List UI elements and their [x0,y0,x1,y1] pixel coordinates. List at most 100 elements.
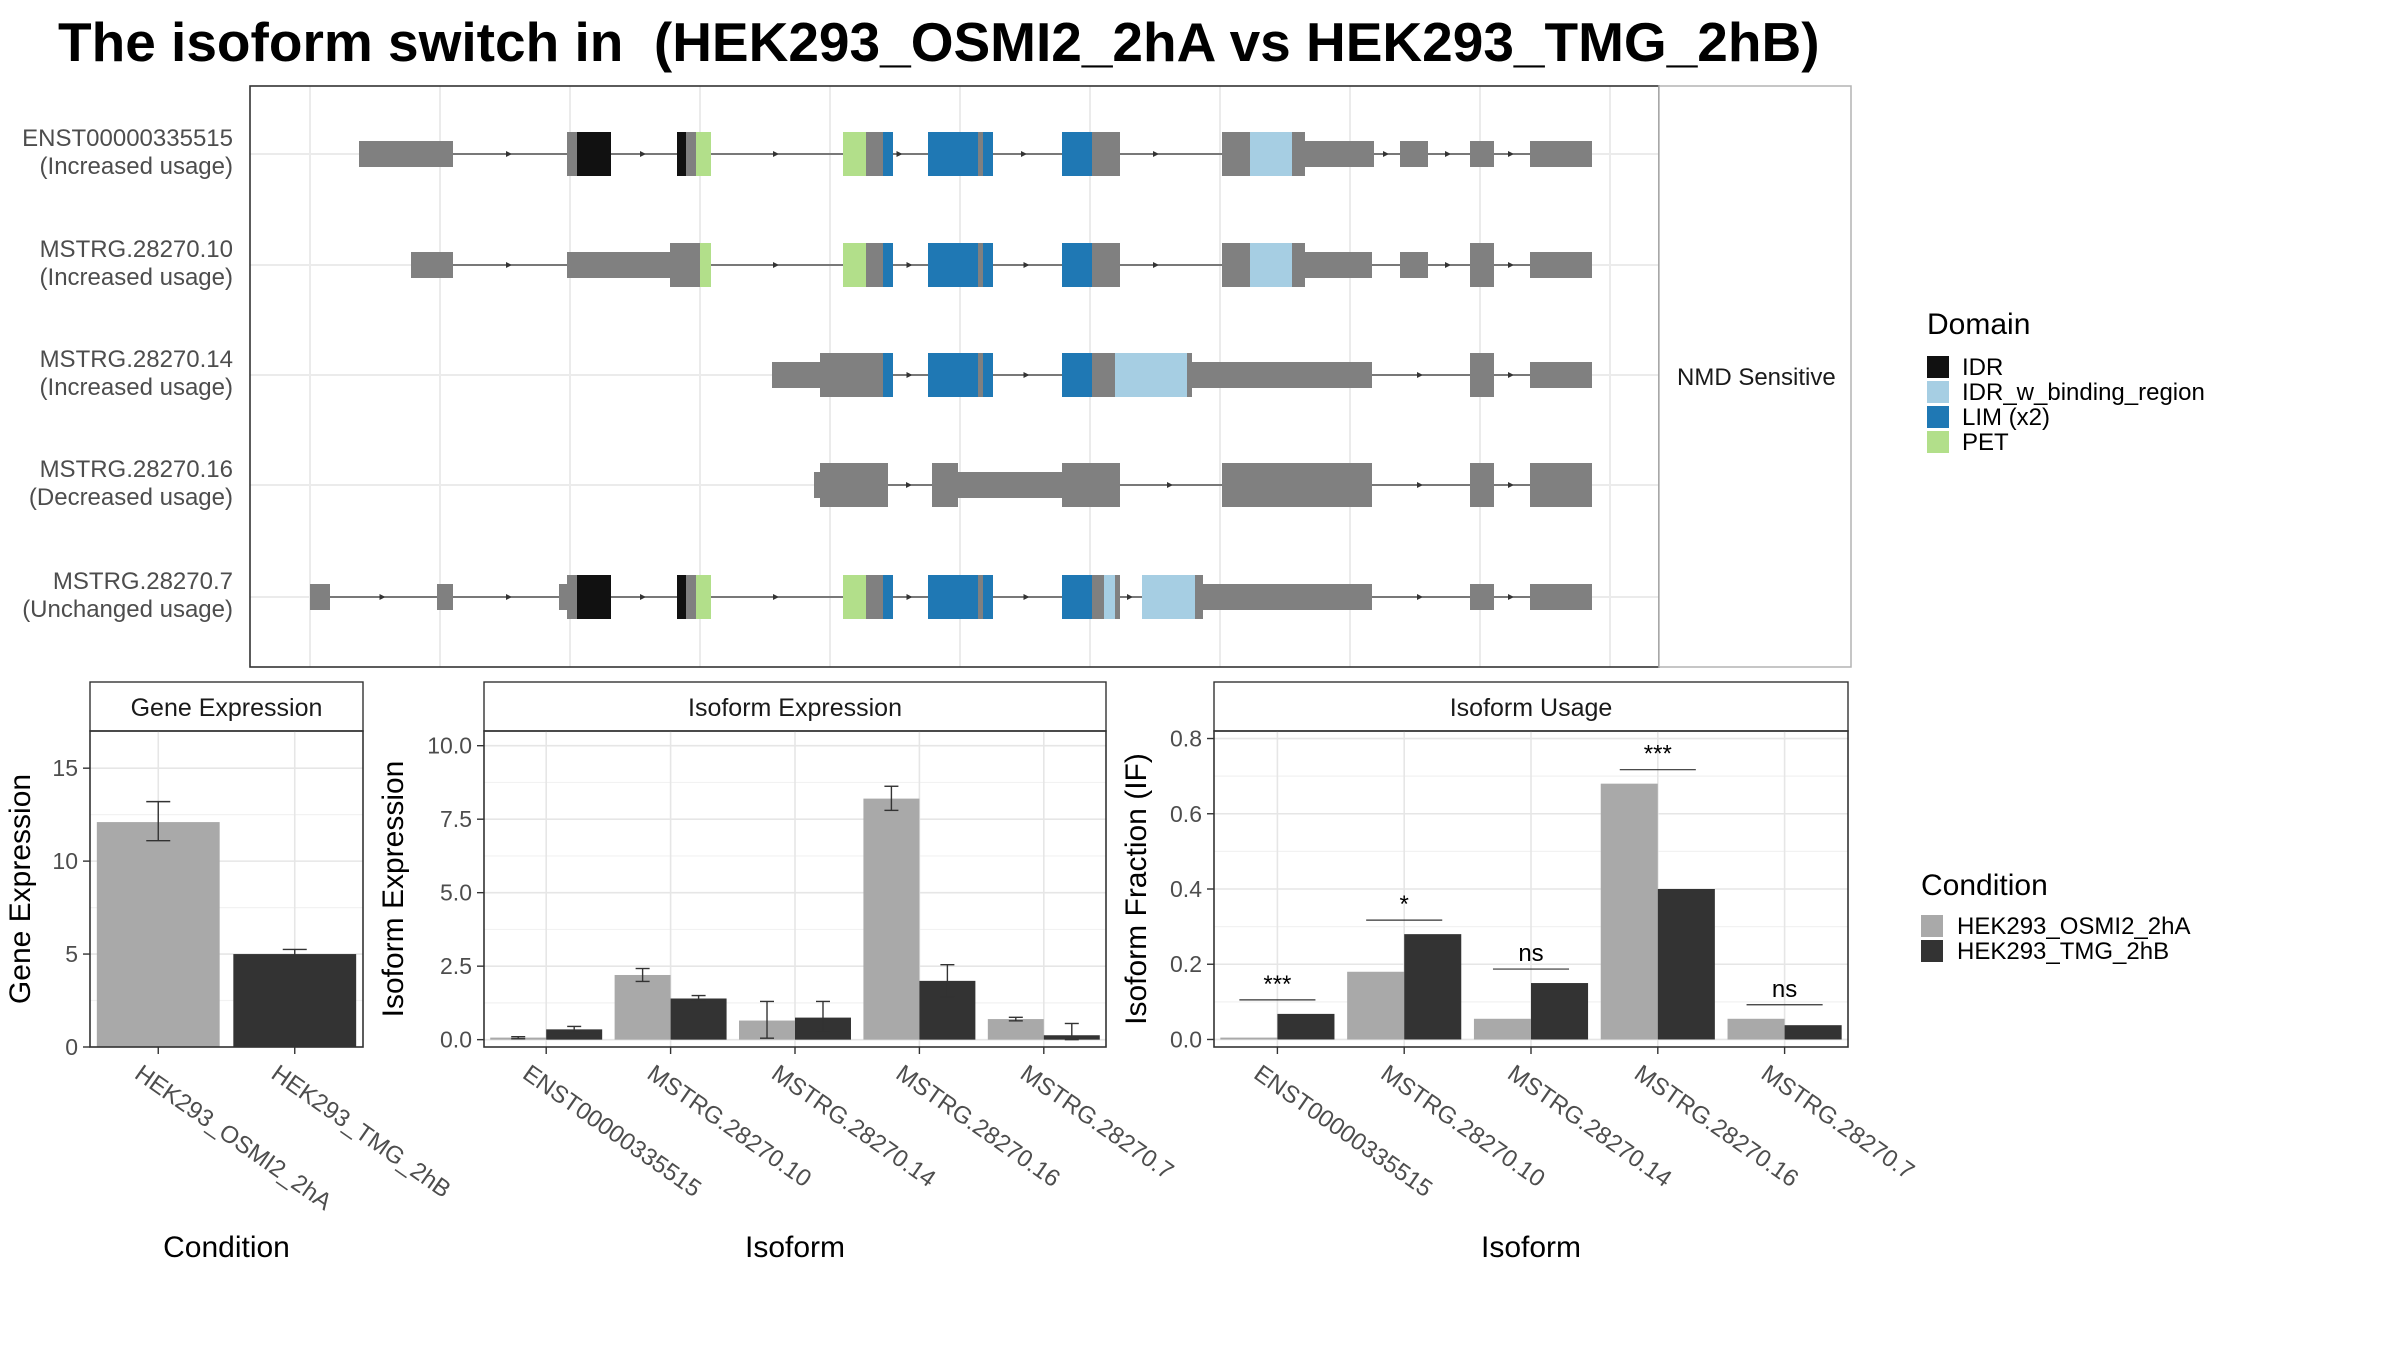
isoform-usage-label: (Increased usage) [40,153,233,180]
panel-title: Gene Expression [131,694,323,722]
domain-segment [983,353,993,397]
domain-segment [677,132,686,176]
condition-legend-label: HEK293_OSMI2_2hA [1957,913,2190,940]
utr-exon [1530,362,1592,388]
isoform-usage-label: (Decreased usage) [29,484,233,511]
utr-exon [1305,141,1372,167]
domain-segment [883,353,893,397]
utr-exon [1400,141,1428,167]
domain-segment [843,243,866,287]
coding-exon [1092,243,1120,287]
strand-arrow [773,262,779,268]
strand-arrow [1445,262,1451,268]
nmd-sensitive-label: NMD Sensitive [1677,364,1836,391]
strand-arrow [1445,151,1451,157]
condition-legend-label: HEK293_TMG_2hB [1957,938,2169,965]
utr-exon [572,141,577,167]
bar [987,1019,1044,1040]
condition-legend-title: Condition [1921,869,2048,902]
figure-title: The isoform switch in (HEK293_OSMI2_2hA … [58,11,1820,73]
y-axis-title: Gene Expression [4,774,37,1004]
coding-exon [1292,132,1305,176]
isoform-usage-label: (Increased usage) [40,264,233,291]
bar [1473,1018,1531,1040]
isoform-name: MSTRG.28270.10 [40,236,233,263]
bar [233,954,357,1047]
y-axis-title: Isoform Expression [377,761,410,1018]
domain-segment [843,575,866,619]
panel-border [89,730,364,1048]
significance-label: ns [1772,976,1797,1003]
coding-exon [932,463,958,507]
domain-segment [928,243,978,287]
strand-arrow [506,262,512,268]
strand-arrow [773,151,779,157]
y-tick-label: 15 [52,755,78,781]
strand-arrow [906,372,913,378]
domain-segment [700,243,711,287]
domain-segment [696,132,711,176]
strand-arrow [1153,262,1159,268]
domain-legend-title: Domain [1927,308,2030,341]
utr-exon [1530,252,1592,278]
utr-exon [1400,252,1428,278]
domain-segment [1062,243,1092,287]
domain-segment [1104,575,1115,619]
bar [1600,783,1658,1040]
utr-exon [814,472,820,498]
utr-exon [559,584,577,610]
coding-exon [866,132,883,176]
isoform-name: MSTRG.28270.7 [53,568,233,595]
significance-label: * [1400,891,1409,918]
strand-arrow [906,262,913,268]
strand-arrow [1417,372,1423,378]
utr-exon [310,584,330,610]
strand-arrow [379,594,386,600]
bar [546,1029,603,1040]
panel-strip [89,681,364,732]
domain-legend-swatch [1927,431,1949,453]
strand-arrow [1023,372,1030,378]
x-axis-title: Isoform [745,1231,845,1264]
y-tick-label: 0.2 [1170,951,1202,977]
y-tick-label: 5.0 [440,880,472,906]
domain-legend-label: LIM (x2) [1962,404,2050,431]
utr-exon [411,252,453,278]
panel-strip [1213,681,1849,732]
isoform-name: MSTRG.28270.14 [40,346,233,373]
domain-legend-label: IDR [1962,354,2003,381]
utr-exon [1203,584,1372,610]
strand-arrow [1153,151,1159,157]
isoform-name: MSTRG.28270.16 [40,456,233,483]
coding-exon [1092,353,1115,397]
utr-exon [1530,584,1592,610]
domain-segment [677,575,686,619]
utr-exon [437,584,453,610]
bar [670,998,727,1040]
coding-exon [978,132,983,176]
y-tick-label: 0.4 [1170,876,1202,902]
coding-exon [1092,132,1120,176]
significance-label: ns [1518,940,1543,967]
domain-segment [983,575,993,619]
coding-exon [820,463,888,507]
strand-arrow [906,594,913,600]
utr-exon [1305,252,1372,278]
bar [1347,971,1405,1040]
nmd-strip: NMD Sensitive [1658,85,1852,668]
domain-segment [843,132,866,176]
y-tick-label: 10.0 [427,733,472,759]
y-tick-label: 0.0 [1170,1026,1202,1052]
domain-segment [1062,132,1092,176]
utr-exon [1192,362,1372,388]
bar [96,822,220,1047]
strand-arrow [906,482,912,488]
coding-exon [978,243,983,287]
domain-segment [928,575,978,619]
utr-exon [1470,584,1494,610]
panel-strip [483,681,1107,732]
isoform-structure-panel [249,85,1660,668]
utr-exon [1530,141,1592,167]
x-axis-title: Condition [163,1231,290,1264]
